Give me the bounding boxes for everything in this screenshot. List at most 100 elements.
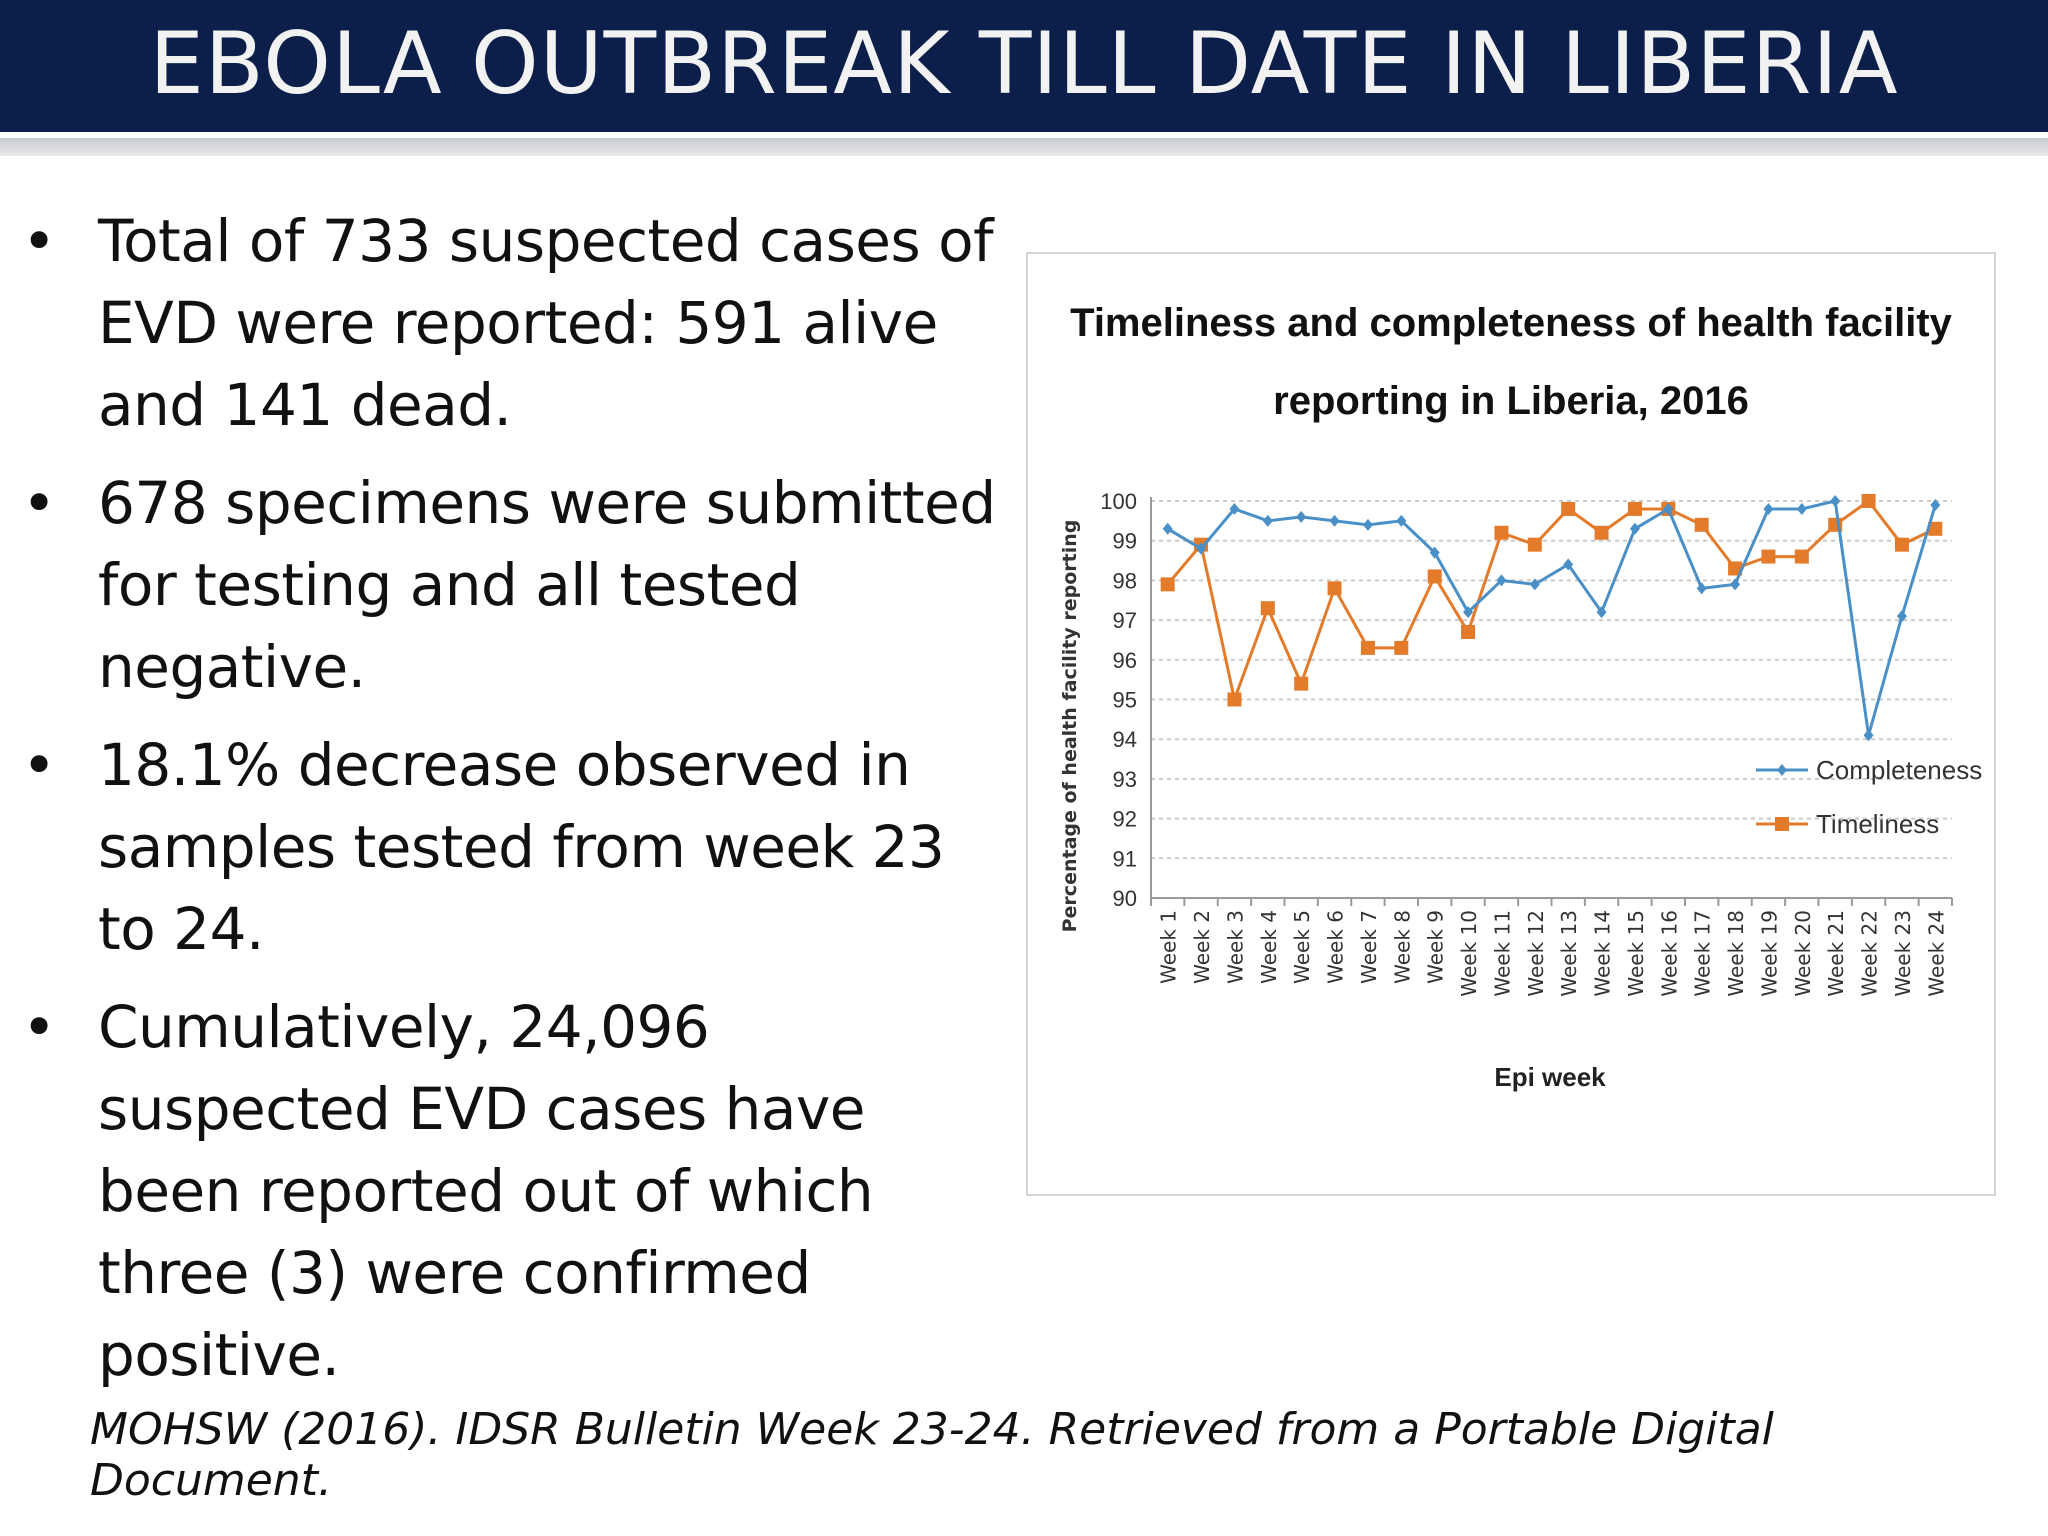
data-point bbox=[1696, 582, 1707, 595]
line-chart: Timeliness and completeness of health fa… bbox=[1059, 301, 1982, 1092]
bullet-item: • 18.1% decrease observed in samples test… bbox=[22, 724, 997, 970]
data-point bbox=[1496, 574, 1507, 587]
y-tick-label: 99 bbox=[1113, 529, 1137, 554]
x-tick-label: Week 9 bbox=[1424, 910, 1448, 984]
series-line bbox=[1166, 498, 1936, 705]
data-point bbox=[1527, 537, 1542, 552]
x-tick-label: Week 7 bbox=[1357, 910, 1381, 984]
x-tick-label: Week 1 bbox=[1157, 910, 1181, 984]
data-point bbox=[1327, 581, 1342, 596]
legend-item: Completeness bbox=[1756, 755, 1982, 785]
bullet-item: • Cumulatively, 24,096 suspected EVD case… bbox=[22, 986, 997, 1396]
y-tick-label: 97 bbox=[1113, 608, 1137, 633]
data-point bbox=[1627, 501, 1642, 516]
slide-title: EBOLA OUTBREAK TILL DATE IN LIBERIA bbox=[149, 14, 1899, 114]
data-point bbox=[1896, 610, 1907, 623]
data-point bbox=[1461, 625, 1476, 640]
data-point bbox=[1663, 502, 1674, 515]
data-point bbox=[1360, 640, 1375, 655]
chart-frame: Timeliness and completeness of health fa… bbox=[1026, 252, 1996, 1196]
data-point bbox=[1463, 606, 1474, 619]
bullet-list: • Total of 733 suspected cases of EVD wer… bbox=[22, 200, 997, 1412]
data-point bbox=[1694, 517, 1709, 532]
data-point bbox=[1861, 494, 1876, 508]
x-tick-label: Week 10 bbox=[1457, 910, 1481, 997]
bullet-text: Total of 733 suspected cases of EVD were… bbox=[98, 207, 994, 439]
data-point bbox=[1563, 558, 1574, 571]
x-tick-label: Week 17 bbox=[1691, 910, 1715, 997]
data-point bbox=[1429, 546, 1440, 559]
x-tick-label: Week 18 bbox=[1724, 910, 1748, 997]
citation: MOHSW (2016). IDSR Bulletin Week 23-24. … bbox=[90, 1404, 1774, 1506]
legend-label: Completeness bbox=[1816, 755, 1982, 785]
data-point bbox=[1427, 569, 1442, 584]
data-point bbox=[1629, 522, 1640, 535]
title-bar bbox=[0, 0, 2048, 132]
x-tick-label: Week 11 bbox=[1490, 910, 1514, 997]
data-point bbox=[1561, 501, 1576, 516]
x-tick-label: Week 16 bbox=[1657, 910, 1681, 997]
y-tick-label: 92 bbox=[1113, 807, 1137, 832]
data-point bbox=[1596, 606, 1607, 619]
data-point bbox=[1294, 676, 1309, 691]
x-tick-label: Week 15 bbox=[1624, 910, 1648, 997]
y-tick-label: 91 bbox=[1113, 846, 1137, 871]
data-point bbox=[1730, 578, 1741, 591]
bullet-dot: • bbox=[22, 993, 56, 1061]
data-point bbox=[1329, 514, 1340, 527]
bullet-item: • Total of 733 suspected cases of EVD wer… bbox=[22, 200, 997, 446]
bullet-dot: • bbox=[22, 469, 56, 537]
data-point bbox=[1262, 514, 1273, 527]
series-completeness bbox=[1162, 495, 1941, 742]
x-tick-label: Week 23 bbox=[1891, 910, 1915, 997]
axis-layer: 90 91 92 93 94 95 96 97 98 99 100 Week 1 Week 2 Week … bbox=[1100, 489, 1953, 997]
x-tick-label: Week 6 bbox=[1324, 910, 1348, 984]
legend-label: Timeliness bbox=[1816, 809, 1939, 839]
y-tick-label: 95 bbox=[1113, 688, 1137, 713]
x-tick-label: Week 22 bbox=[1858, 910, 1882, 997]
x-tick-label: Week 4 bbox=[1257, 910, 1281, 984]
bullet-dot: • bbox=[22, 207, 56, 275]
data-point bbox=[1728, 561, 1743, 576]
legend: Completeness Timeliness bbox=[1756, 755, 1982, 839]
data-point bbox=[1396, 514, 1407, 527]
legend-item: Timeliness bbox=[1756, 809, 1939, 839]
y-tick-label: 94 bbox=[1113, 727, 1137, 752]
data-point bbox=[1362, 518, 1373, 531]
data-point bbox=[1196, 542, 1207, 555]
y-tick-label: 96 bbox=[1113, 648, 1137, 673]
data-point bbox=[1863, 729, 1874, 742]
y-tick-label: 100 bbox=[1100, 489, 1137, 514]
series-line bbox=[1166, 499, 1937, 736]
data-point bbox=[1777, 764, 1787, 776]
series-timeliness bbox=[1160, 494, 1943, 707]
x-tick-label: Week 21 bbox=[1824, 910, 1848, 997]
data-point bbox=[1775, 817, 1789, 831]
data-point bbox=[1830, 495, 1841, 507]
data-point bbox=[1229, 502, 1240, 515]
x-tick-label: Week 12 bbox=[1524, 910, 1548, 997]
data-point bbox=[1296, 510, 1307, 523]
data-point bbox=[1761, 549, 1776, 564]
x-tick-label: Week 3 bbox=[1223, 910, 1247, 984]
data-point bbox=[1794, 549, 1809, 564]
x-tick-label: Week 2 bbox=[1190, 910, 1214, 984]
x-tick-label: Week 5 bbox=[1290, 910, 1314, 984]
data-point bbox=[1494, 525, 1509, 540]
x-tick-label: Week 8 bbox=[1390, 910, 1414, 984]
data-point bbox=[1394, 640, 1409, 655]
series-layer bbox=[1160, 494, 1943, 742]
data-point bbox=[1763, 502, 1774, 515]
y-tick-label: 98 bbox=[1113, 568, 1137, 593]
bullet-item: • 678 specimens were submitted for testin… bbox=[22, 462, 997, 708]
title-divider bbox=[0, 138, 2048, 156]
bullet-dot: • bbox=[22, 731, 56, 799]
x-tick-label: Week 13 bbox=[1557, 910, 1581, 997]
data-point bbox=[1796, 502, 1807, 515]
y-tick-label: 90 bbox=[1113, 886, 1137, 911]
y-axis-label: Percentage of health facility reporting bbox=[1059, 520, 1081, 933]
chart-title-line-1: Timeliness and completeness of health fa… bbox=[1070, 301, 1953, 345]
chart-title-line-2: reporting in Liberia, 2016 bbox=[1273, 379, 1749, 423]
y-tick-label: 93 bbox=[1113, 767, 1137, 792]
x-tick-label: Week 14 bbox=[1591, 910, 1615, 997]
